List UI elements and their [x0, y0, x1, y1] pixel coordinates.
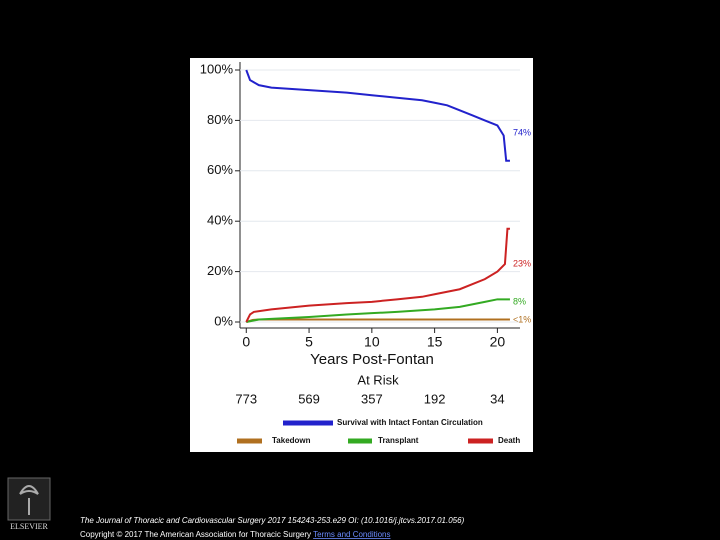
legend-label: Takedown [272, 436, 311, 445]
x-tick-label: 15 [427, 334, 443, 350]
series-line [245, 227, 510, 323]
legend-label: Death [498, 436, 520, 445]
x-tick-label: 10 [364, 334, 380, 350]
x-tick-label: 0 [242, 334, 250, 350]
at-risk-title: At Risk [357, 372, 399, 387]
y-tick-label: 80% [207, 112, 233, 127]
legend-label: Survival with Intact Fontan Circulation [337, 418, 483, 427]
legend-label: Transplant [378, 436, 419, 445]
at-risk-count: 34 [490, 391, 504, 406]
y-tick-label: 0% [214, 313, 233, 328]
x-axis-label: Years Post-Fontan [310, 351, 434, 368]
y-tick-label: 40% [207, 213, 233, 228]
end-label: 74% [513, 127, 531, 137]
terms-link[interactable]: Terms and Conditions [313, 530, 390, 539]
elsevier-logo: ELSEVIER [7, 477, 51, 531]
copyright-line: Copyright © 2017 The American Associatio… [80, 530, 391, 539]
series-line [246, 298, 510, 323]
x-tick-label: 5 [305, 334, 313, 350]
y-tick-label: 20% [207, 263, 233, 278]
at-risk-count: 773 [235, 391, 257, 406]
copyright: Copyright © 2017 The American Associatio… [80, 530, 311, 539]
y-tick-label: 60% [207, 162, 233, 177]
x-tick-label: 20 [490, 334, 506, 350]
at-risk-count: 192 [424, 391, 446, 406]
end-label: <1% [513, 314, 531, 324]
at-risk-count: 569 [298, 391, 320, 406]
end-label: 23% [513, 258, 531, 268]
citation: The Journal of Thoracic and Cardiovascul… [80, 516, 465, 525]
y-tick-label: 100% [200, 61, 234, 76]
chart-panel [190, 58, 533, 452]
series-line [245, 69, 510, 162]
at-risk-count: 357 [361, 391, 383, 406]
end-label: 8% [513, 296, 526, 306]
logo-text: ELSEVIER [10, 522, 48, 531]
